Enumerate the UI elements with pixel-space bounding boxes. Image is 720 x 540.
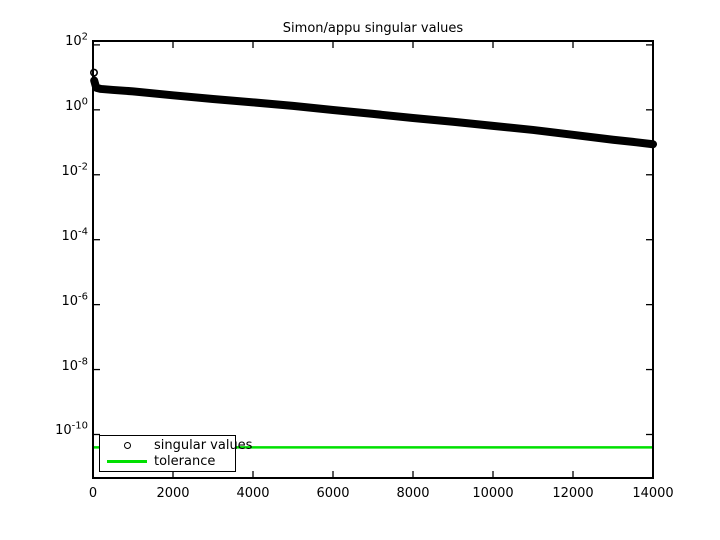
singular-values-curve [90,76,657,149]
x-tick-label: 8000 [396,486,430,501]
x-tick-label: 12000 [552,486,594,501]
y-tick-label: 10-10 [55,421,88,439]
legend-swatch-area [107,442,147,449]
y-tick-label: 10-6 [61,291,88,309]
circle-marker-icon [123,442,131,449]
legend-row-tolerance: tolerance [100,454,235,469]
y-tick-label: 100 [65,96,88,114]
legend-label-tolerance: tolerance [154,454,216,469]
x-tick-label: 4000 [236,486,270,501]
legend[interactable]: singular values tolerance [99,435,252,472]
x-tick-label: 0 [88,486,98,501]
line-marker-icon [107,460,147,463]
chart-title: Simon/appu singular values [282,21,464,36]
y-tick-label: 10-8 [61,356,88,374]
x-tick-label: 2000 [156,486,190,501]
x-tick-label: 6000 [316,486,350,501]
x-tick-label: 10000 [472,486,514,501]
legend-label-singular-values: singular values [154,438,253,453]
legend-swatch-area [107,460,147,463]
y-tick-label: 10-2 [61,161,88,179]
axes-box [92,40,654,479]
y-tick-label: 102 [65,31,88,49]
x-tick-label: 14000 [632,486,674,501]
y-tick-label: 10-4 [61,226,88,244]
legend-row-singular-values: singular values [100,438,252,453]
